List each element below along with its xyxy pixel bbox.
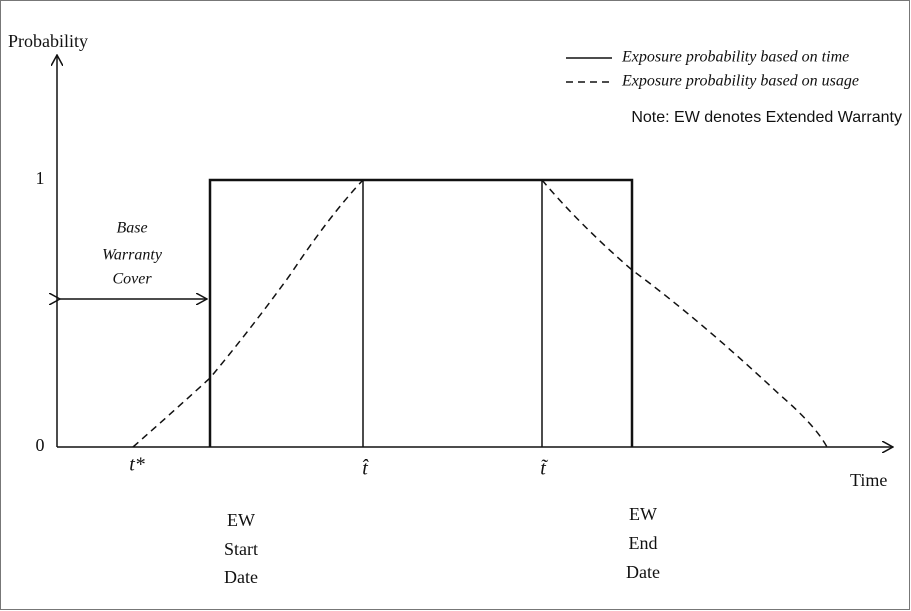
legend-solid-label: Exposure probability based on time (621, 49, 849, 66)
legend-dashed-label: Exposure probability based on usage (621, 73, 859, 90)
note: Note: EW denotes Extended Warranty (631, 109, 902, 126)
ew-end: End (629, 533, 658, 553)
y-zero: 0 (36, 435, 45, 455)
ew-start: Date (224, 567, 258, 587)
time-curve (208, 178, 634, 447)
t-tilde: t̃ (540, 458, 548, 480)
t-hat: t̂ (362, 458, 369, 480)
base-warranty-text: Base (116, 220, 147, 237)
usage-curve-fall (541, 179, 828, 448)
base-warranty-text: Warranty (102, 247, 163, 264)
x-label: Time (850, 470, 887, 490)
ew-start: EW (227, 510, 255, 530)
ew-end: Date (626, 562, 660, 582)
y-one: 1 (36, 168, 45, 188)
t-star: t* (129, 454, 145, 476)
ew-end: EW (629, 504, 657, 524)
ew-start: Start (224, 539, 258, 559)
y-label: Probability (8, 31, 88, 51)
base-warranty-text: Cover (112, 271, 152, 288)
